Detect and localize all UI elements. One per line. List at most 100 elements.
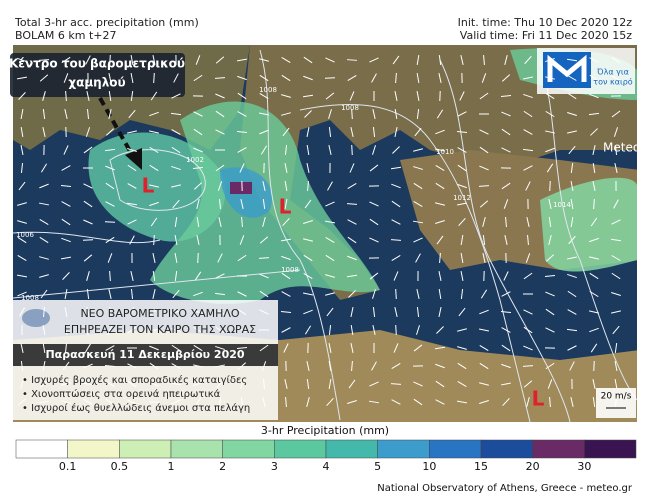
wind-arrow xyxy=(153,234,155,246)
wind-arrow xyxy=(302,292,314,296)
wind-arrow xyxy=(42,108,46,120)
wind-arrow xyxy=(127,380,137,388)
wind-arrow xyxy=(567,112,577,116)
wind-arrow xyxy=(129,235,135,245)
wind-arrow xyxy=(61,201,71,207)
wind-arrow xyxy=(548,199,552,209)
wind-arrow xyxy=(16,76,28,80)
wind-arrow xyxy=(569,361,575,371)
wind-arrow xyxy=(369,272,379,280)
wind-arrow xyxy=(152,270,156,282)
wind-arrow xyxy=(259,290,269,298)
wind-arrow xyxy=(107,253,113,263)
wind-arrow xyxy=(611,310,621,314)
wind-arrow xyxy=(109,54,111,66)
wind-arrow xyxy=(545,130,555,134)
wind-arrow xyxy=(126,202,138,206)
wind-arrow xyxy=(435,164,445,172)
wind-arrow xyxy=(284,180,288,192)
wind-arrow xyxy=(328,109,332,119)
wind-arrow xyxy=(85,127,91,137)
wind-arrow xyxy=(611,75,621,81)
colorbar-bin xyxy=(584,439,637,459)
wind-arrow xyxy=(325,57,335,63)
wind-arrow xyxy=(458,217,466,227)
wind-arrow xyxy=(457,183,467,189)
wind-arrow xyxy=(16,274,28,278)
colorbar-tick-label: 4 xyxy=(323,460,330,473)
wind-arrow xyxy=(241,216,243,228)
wind-arrow xyxy=(304,325,312,335)
wind-arrow xyxy=(193,310,203,314)
wind-arrow xyxy=(568,145,576,155)
wind-arrow xyxy=(171,328,181,332)
wind-arrow xyxy=(372,306,376,318)
wind-arrow xyxy=(416,325,420,335)
wind-arrow xyxy=(214,292,226,296)
wind-arrow xyxy=(546,163,554,173)
wind-arrow xyxy=(174,234,178,246)
wind-arrow xyxy=(325,92,335,100)
wind-arrow xyxy=(614,396,618,408)
wind-scale: 20 m/s xyxy=(601,392,632,402)
wind-arrow xyxy=(614,144,618,156)
wind-arrow xyxy=(170,382,182,386)
wind-arrow xyxy=(611,255,621,261)
wind-arrow xyxy=(325,237,335,243)
wind-arrow xyxy=(240,199,244,209)
wind-arrow xyxy=(590,128,598,136)
land xyxy=(240,45,637,300)
wind-arrow xyxy=(192,166,204,170)
wind-arrow xyxy=(174,216,178,228)
wind-arrow xyxy=(149,201,159,207)
wind-arrow xyxy=(108,90,112,102)
wind-arrow xyxy=(306,163,310,173)
colorbar-bin xyxy=(170,439,223,459)
colorbar-tick-label: 0.1 xyxy=(59,460,77,473)
colorbar-bin xyxy=(119,439,172,459)
wind-arrow xyxy=(259,344,269,352)
wind-arrow xyxy=(281,327,291,333)
valid-time: Valid time: Fri 11 Dec 2020 15z xyxy=(460,29,632,42)
wind-arrow xyxy=(413,148,423,152)
wind-arrow xyxy=(416,108,420,120)
wind-arrow xyxy=(371,361,377,371)
wind-arrow xyxy=(523,309,533,315)
panel-bullet: • Χιονοπτώσεις στα ορεινά ηπειρωτικά xyxy=(22,388,221,400)
callout-text: χαμηλού xyxy=(68,76,125,90)
rain-icon xyxy=(22,309,50,327)
wind-arrow xyxy=(351,144,353,156)
wind-arrow xyxy=(435,148,445,152)
wind-arrow xyxy=(456,202,468,206)
wind-arrow xyxy=(350,127,354,137)
wind-arrow xyxy=(39,74,49,82)
wind-arrow xyxy=(215,164,225,172)
isobar-label: 1012 xyxy=(453,194,471,202)
wind-arrow xyxy=(545,110,555,118)
wind-arrow xyxy=(500,95,512,97)
wind-arrow xyxy=(548,216,552,228)
wind-arrow xyxy=(152,289,156,299)
wind-arrow xyxy=(152,253,156,263)
wind-arrow xyxy=(592,396,596,408)
wind-arrow xyxy=(371,73,377,83)
colorbar-title: 3-hr Precipitation (mm) xyxy=(261,424,389,437)
wind-arrow xyxy=(394,307,398,317)
wind-arrow xyxy=(457,328,467,332)
wind-arrow xyxy=(149,362,159,370)
wind-arrow xyxy=(262,217,266,227)
wind-arrow xyxy=(525,253,531,263)
wind-arrow xyxy=(171,146,181,154)
wind-arrow xyxy=(215,364,225,368)
wind-arrow xyxy=(196,199,200,209)
wind-arrow xyxy=(523,76,533,80)
wind-arrow xyxy=(325,274,335,278)
wind-arrow xyxy=(39,274,49,278)
wind-arrow xyxy=(394,108,398,120)
wind-arrow xyxy=(347,255,357,261)
wind-arrow xyxy=(127,148,137,152)
wind-arrow xyxy=(20,126,24,138)
wind-arrow xyxy=(39,218,49,226)
wind-arrow xyxy=(524,55,532,65)
wind-arrow xyxy=(328,145,332,155)
